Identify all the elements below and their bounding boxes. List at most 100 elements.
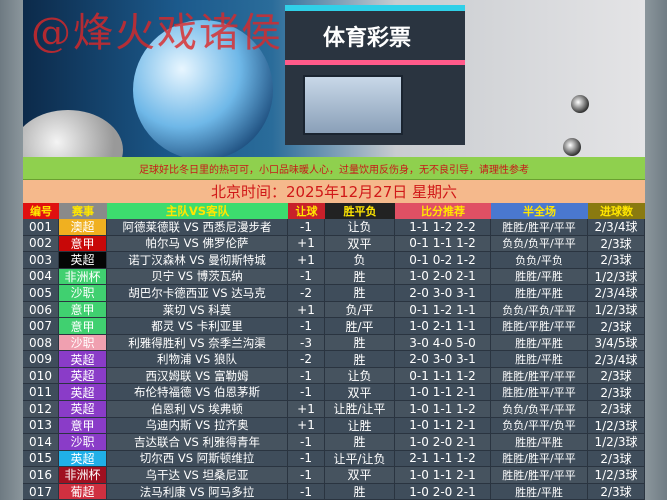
cell-result: 负/平 — [325, 301, 395, 319]
table-row: 015 英超 切尔西 VS 阿斯顿维拉 -1 让平/让负 2-1 1-1 1-2 胜胜/胜平… — [23, 450, 645, 468]
header-match: 主队VS客队 — [107, 203, 288, 219]
table-row: 011 英超 布伦特福德 VS 伯恩茅斯 -1 双平 1-0 1-1 2-1 胜胜/胜平/平… — [23, 384, 645, 402]
cell-handicap: -1 — [288, 268, 325, 286]
cell-number: 012 — [23, 401, 59, 418]
cell-result: 胜 — [325, 285, 395, 302]
cell-goals: 1/2/3球 — [588, 417, 645, 435]
cell-handicap: -1 — [288, 318, 325, 335]
cell-goals: 2/3球 — [588, 318, 645, 335]
cell-half-full: 负负/平负 — [491, 252, 588, 269]
cell-result: 让平/让负 — [325, 450, 395, 468]
cell-half-full: 胜胜/胜平/平平 — [491, 219, 588, 236]
cell-result: 双平 — [325, 467, 395, 484]
cell-scores: 2-0 3-0 3-1 — [395, 351, 491, 368]
header-league: 赛事 — [59, 203, 107, 219]
cell-handicap: -1 — [288, 467, 325, 484]
cell-result: 胜/平 — [325, 318, 395, 335]
table-row: 009 英超 利物浦 VS 狼队 -2 胜 2-0 3-0 3-1 胜胜/平胜 2/3/4球 — [23, 351, 645, 368]
cell-half-full: 胜胜/平胜/平平 — [491, 318, 588, 335]
cell-scores: 0-1 0-2 1-2 — [395, 252, 491, 269]
cell-scores: 1-0 1-1 1-2 — [395, 401, 491, 418]
cell-half-full: 胜胜/胜平/平平 — [491, 384, 588, 402]
cell-number: 009 — [23, 351, 59, 368]
cell-goals: 2/3球 — [588, 235, 645, 253]
cell-number: 011 — [23, 384, 59, 402]
cell-half-full: 胜胜/平胜 — [491, 434, 588, 451]
cell-handicap: -1 — [288, 384, 325, 402]
cell-half-full: 负负/负平/平平 — [491, 235, 588, 253]
cell-handicap: -3 — [288, 334, 325, 352]
cell-result: 胜 — [325, 334, 395, 352]
cell-goals: 2/3/4球 — [588, 351, 645, 368]
league-badge: 英超 — [59, 252, 107, 269]
league-badge: 意甲 — [59, 235, 107, 253]
league-badge: 英超 — [59, 384, 107, 402]
cell-scores: 1-0 2-1 1-1 — [395, 318, 491, 335]
cell-match: 贝宁 VS 博茨瓦纳 — [107, 268, 288, 286]
header-result: 胜平负 — [325, 203, 395, 219]
cell-result: 胜 — [325, 434, 395, 451]
cell-result: 让负 — [325, 367, 395, 385]
cell-half-full: 胜胜/胜平/平平 — [491, 367, 588, 385]
cell-match: 布伦特福德 VS 伯恩茅斯 — [107, 384, 288, 402]
cell-goals: 2/3球 — [588, 384, 645, 402]
cell-scores: 0-1 1-1 1-2 — [395, 367, 491, 385]
table-row: 006 意甲 莱切 VS 科莫 +1 负/平 0-1 1-2 1-1 负负/平负/平平 1/2… — [23, 301, 645, 319]
notice-bar: 足球好比冬日里的热可可，小口品味暖人心，过量饮用反伤身，无不良引导，请理性参考 — [23, 157, 645, 180]
cell-half-full: 胜胜/平胜 — [491, 268, 588, 286]
cell-goals: 2/3球 — [588, 401, 645, 418]
league-badge: 意甲 — [59, 318, 107, 335]
header-handicap: 让球 — [288, 203, 325, 219]
cell-half-full: 胜胜/平胜 — [491, 334, 588, 352]
header-half-full: 半全场 — [491, 203, 588, 219]
league-badge: 意甲 — [59, 301, 107, 319]
cell-match: 伯恩利 VS 埃弗顿 — [107, 401, 288, 418]
cell-scores: 1-0 1-1 2-1 — [395, 384, 491, 402]
cell-match: 乌干达 VS 坦桑尼亚 — [107, 467, 288, 484]
league-badge: 澳超 — [59, 219, 107, 236]
cell-handicap: +1 — [288, 417, 325, 435]
cell-result: 胜 — [325, 351, 395, 368]
cell-handicap: -1 — [288, 450, 325, 468]
cell-half-full: 胜胜/胜平/平平 — [491, 450, 588, 468]
table-header: 编号 赛事 主队VS客队 让球 胜平负 比分推荐 半全场 进球数 — [23, 203, 645, 219]
cell-handicap: +1 — [288, 401, 325, 418]
cell-match: 诺丁汉森林 VS 曼彻斯特城 — [107, 252, 288, 269]
cell-number: 003 — [23, 252, 59, 269]
cell-half-full: 胜胜/胜平/平平 — [491, 467, 588, 484]
soccer-ball-graphic — [133, 20, 273, 157]
store-sign: 体育彩票 — [323, 26, 412, 51]
cell-match: 利物浦 VS 狼队 — [107, 351, 288, 368]
cell-number: 016 — [23, 467, 59, 484]
table-row: 017 葡超 法马利康 VS 阿马多拉 -1 胜 1-0 2-0 2-1 胜胜/平胜 2/3球 — [23, 483, 645, 500]
table-row: 002 意甲 帕尔马 VS 佛罗伦萨 +1 双平 0-1 1-1 1-2 负负/负平/平平 2… — [23, 235, 645, 253]
cell-result: 让负 — [325, 219, 395, 236]
cell-handicap: -1 — [288, 483, 325, 500]
cell-scores: 1-0 2-0 2-1 — [395, 434, 491, 451]
league-badge: 沙职 — [59, 434, 107, 451]
cell-handicap: -1 — [288, 434, 325, 451]
cell-scores: 0-1 1-1 1-2 — [395, 235, 491, 253]
cell-scores: 1-0 1-1 2-1 — [395, 467, 491, 484]
cell-result: 双平 — [325, 235, 395, 253]
cell-result: 让胜 — [325, 417, 395, 435]
cell-handicap: +1 — [288, 301, 325, 319]
cell-goals: 2/3球 — [588, 450, 645, 468]
cell-result: 胜 — [325, 268, 395, 286]
cell-number: 010 — [23, 367, 59, 385]
cell-number: 014 — [23, 434, 59, 451]
cell-match: 阿德莱德联 VS 西悉尼漫步者 — [107, 219, 288, 236]
table-row: 001 澳超 阿德莱德联 VS 西悉尼漫步者 -1 让负 1-1 1-2 2-2 胜胜/胜平… — [23, 219, 645, 236]
soccer-ball-graphic — [23, 110, 123, 157]
cell-goals: 1/2/3球 — [588, 268, 645, 286]
cell-result: 胜 — [325, 483, 395, 500]
cell-goals: 1/2/3球 — [588, 434, 645, 451]
league-badge: 沙职 — [59, 334, 107, 352]
cell-half-full: 胜胜/平胜 — [491, 483, 588, 500]
league-badge: 非洲杯 — [59, 268, 107, 286]
header-scores: 比分推荐 — [395, 203, 491, 219]
store-stripe — [285, 60, 465, 65]
header-goals: 进球数 — [588, 203, 645, 219]
cell-scores: 2-1 1-1 1-2 — [395, 450, 491, 468]
cell-number: 006 — [23, 301, 59, 319]
